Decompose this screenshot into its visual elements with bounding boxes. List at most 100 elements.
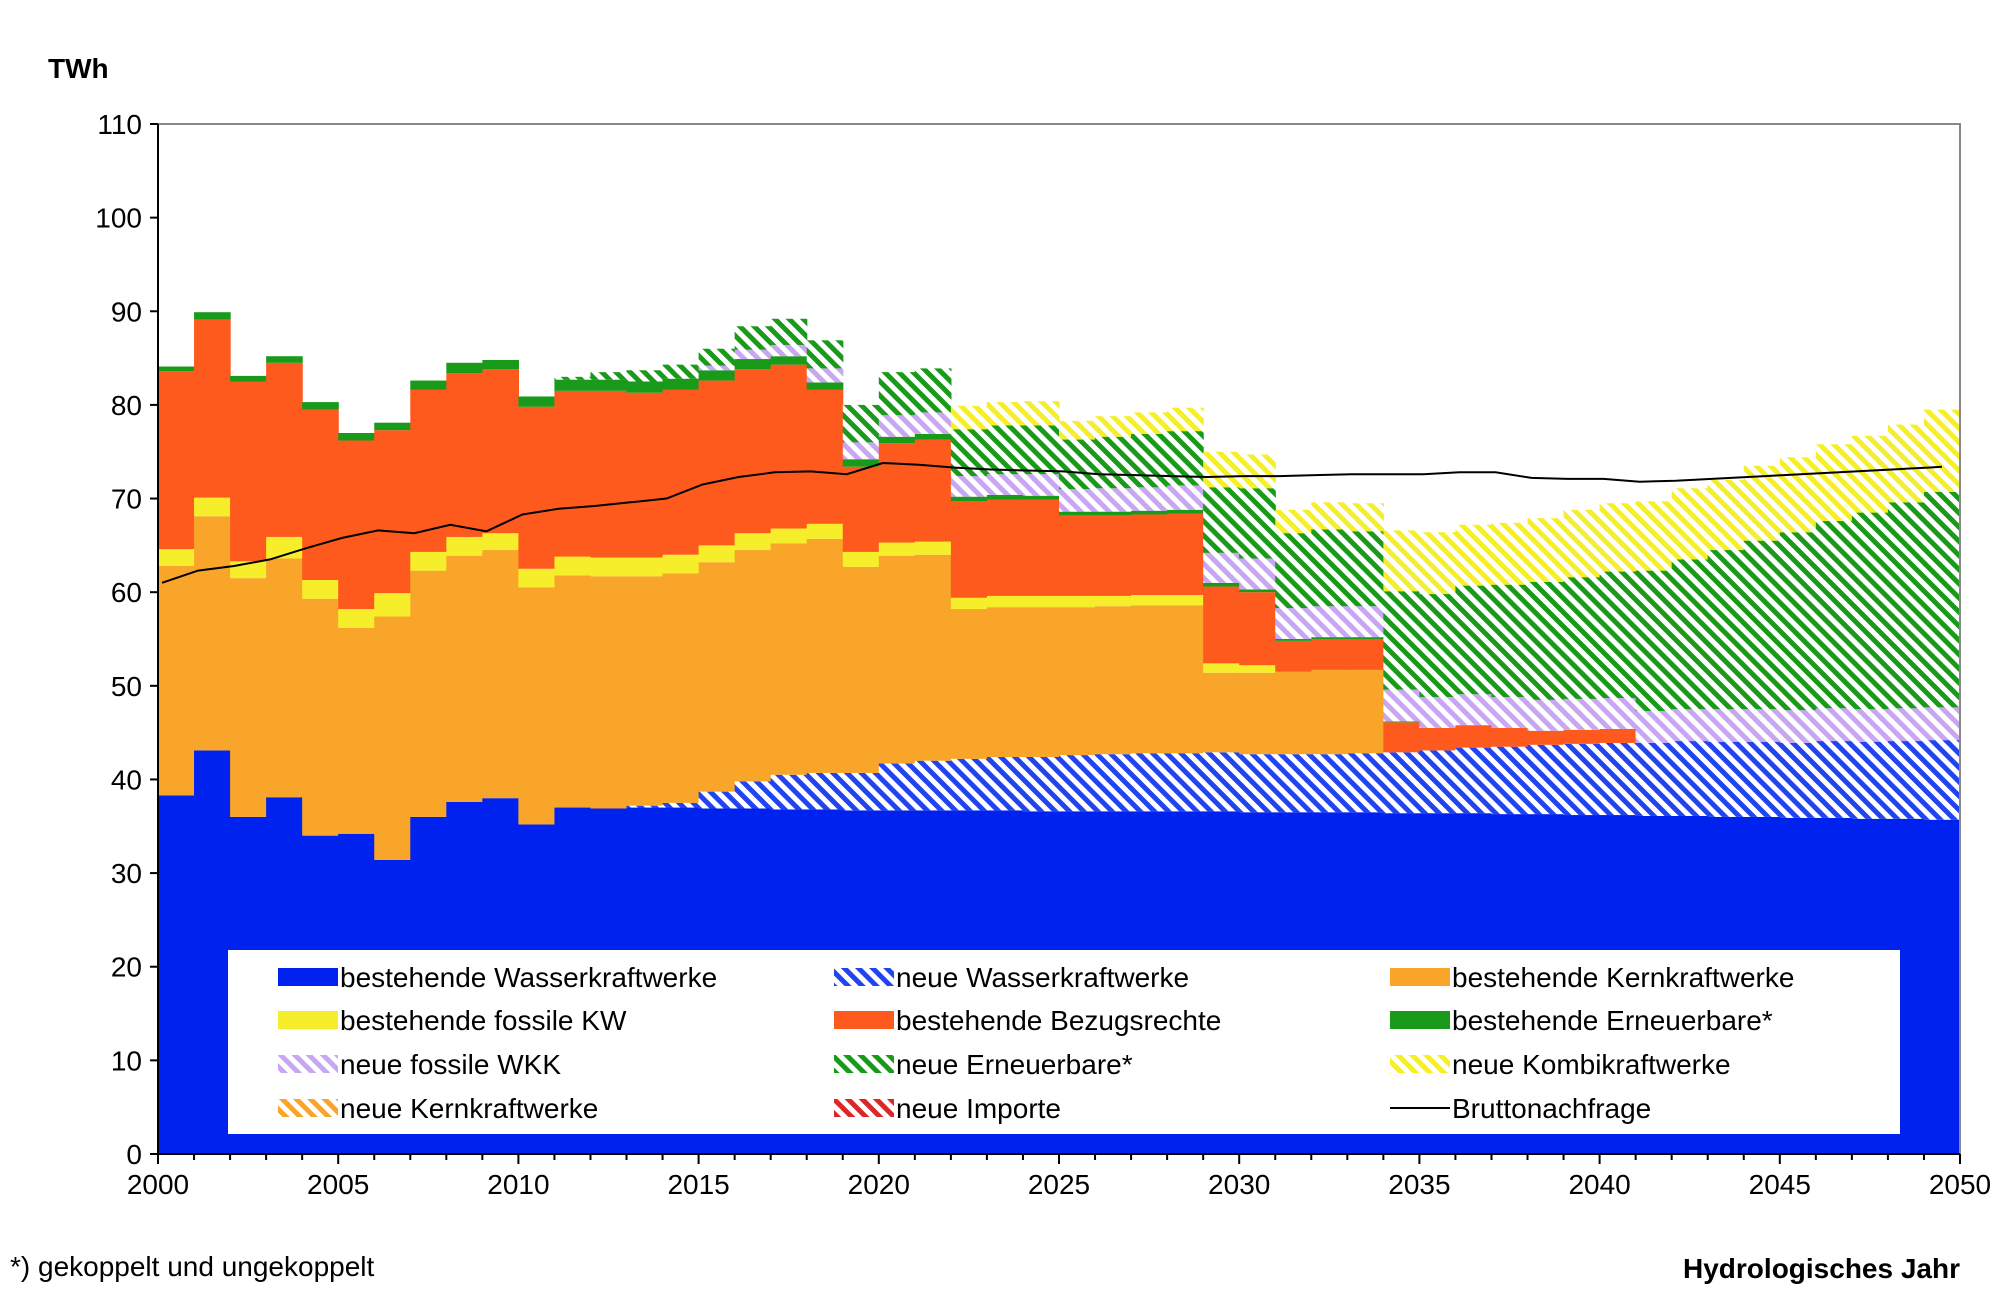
area-segment	[842, 566, 880, 773]
area-segment	[1779, 457, 1817, 533]
area-segment	[698, 562, 736, 792]
area-segment	[1635, 570, 1673, 712]
area-segment	[770, 364, 808, 529]
area-segment	[338, 627, 375, 834]
area-segment	[1923, 740, 1961, 820]
area-segment	[1059, 439, 1096, 490]
area-segment	[734, 550, 772, 782]
area-segment	[626, 805, 664, 808]
area-segment	[194, 750, 231, 1154]
area-segment	[1131, 510, 1168, 515]
area-segment	[1887, 708, 1925, 742]
area-segment	[734, 326, 772, 350]
area-segment	[842, 772, 880, 811]
y-tick-label: 20	[111, 952, 142, 983]
area-segment	[1923, 707, 1961, 741]
area-segment	[842, 442, 880, 460]
area-segment	[1131, 753, 1168, 812]
area-segment	[1527, 518, 1565, 582]
area-segment	[878, 415, 916, 437]
area-segment	[590, 372, 628, 380]
area-segment	[1455, 747, 1493, 814]
area-segment	[1239, 754, 1276, 813]
area-segment	[1887, 741, 1925, 819]
area-segment	[698, 348, 736, 366]
area-segment	[662, 389, 700, 555]
area-segment	[662, 364, 700, 379]
area-segment	[410, 551, 447, 571]
area-segment	[806, 772, 844, 810]
area-segment	[1491, 522, 1529, 585]
y-axis-label: TWh	[48, 53, 109, 84]
area-segment	[734, 533, 772, 551]
area-segment	[1022, 595, 1060, 608]
area-segment	[1599, 728, 1637, 743]
y-tick-label: 40	[111, 764, 142, 795]
x-tick-label: 2020	[848, 1169, 910, 1200]
y-tick-label: 80	[111, 390, 142, 421]
area-segment	[1563, 698, 1601, 730]
area-segment	[1059, 420, 1096, 440]
area-segment	[1167, 753, 1204, 812]
area-segment	[806, 382, 844, 390]
area-segment	[230, 381, 267, 562]
area-segment	[914, 554, 952, 761]
area-segment	[230, 578, 267, 817]
area-segment	[374, 422, 411, 431]
y-tick-label: 0	[126, 1139, 142, 1170]
area-segment	[1563, 743, 1601, 816]
area-segment	[1419, 727, 1457, 751]
footnote: *) gekoppelt und ungekoppelt	[10, 1251, 375, 1282]
area-segment	[878, 555, 916, 764]
area-segment	[1095, 488, 1132, 512]
legend-swatch	[278, 1099, 338, 1117]
area-segment	[1167, 407, 1204, 432]
area-segment	[1059, 511, 1096, 516]
area-segment	[986, 595, 1024, 608]
area-segment	[1275, 639, 1312, 641]
area-segment	[1635, 711, 1673, 743]
area-segment	[1851, 435, 1889, 513]
area-segment	[1059, 489, 1096, 512]
area-segment	[986, 607, 1024, 757]
area-segment	[482, 359, 519, 370]
legend-swatch	[834, 968, 894, 986]
area-segment	[194, 319, 231, 498]
area-segment	[1311, 754, 1348, 813]
area-segment	[266, 356, 303, 363]
area-segment	[1239, 488, 1276, 559]
area-segment	[194, 516, 231, 751]
area-segment	[1743, 540, 1781, 710]
legend-label: bestehende Wasserkraftwerke	[340, 962, 717, 993]
area-segment	[1815, 741, 1853, 818]
area-segment	[302, 409, 339, 581]
area-segment	[1095, 436, 1132, 489]
area-segment	[1815, 708, 1853, 742]
area-segment	[1923, 491, 1961, 708]
area-segment	[1347, 503, 1384, 532]
area-segment	[1203, 663, 1240, 673]
legend-label: neue fossile WKK	[340, 1049, 561, 1080]
legend-swatch	[834, 1099, 894, 1117]
area-segment	[950, 476, 988, 497]
area-segment	[374, 593, 411, 617]
area-segment	[1203, 586, 1240, 664]
area-segment	[734, 359, 772, 370]
y-tick-label: 10	[111, 1045, 142, 1076]
area-segment	[1599, 503, 1637, 572]
area-segment	[806, 368, 844, 383]
area-segment	[1419, 697, 1457, 728]
area-segment	[626, 370, 664, 382]
area-segment	[1203, 552, 1240, 583]
area-segment	[626, 576, 664, 806]
area-segment	[1707, 742, 1745, 817]
area-segment	[1383, 530, 1420, 592]
x-tick-label: 2010	[487, 1169, 549, 1200]
area-segment	[950, 609, 988, 759]
area-segment	[950, 758, 988, 811]
x-tick-label: 2040	[1568, 1169, 1630, 1200]
area-segment	[1167, 485, 1204, 510]
area-segment	[1851, 512, 1889, 710]
area-segment	[770, 774, 808, 810]
area-segment	[158, 795, 195, 1154]
